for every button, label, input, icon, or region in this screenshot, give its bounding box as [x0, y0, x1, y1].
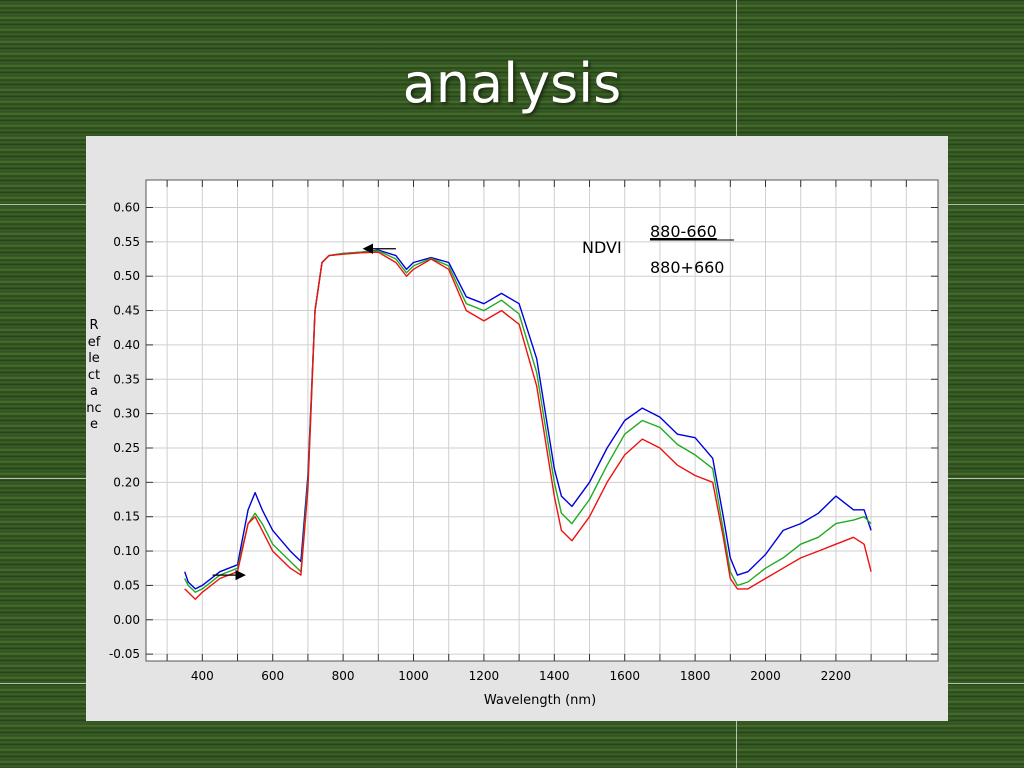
y-tick-label: 0.60 [113, 200, 140, 214]
ndvi-label: NDVI [582, 238, 622, 257]
series-group [184, 249, 872, 600]
slide-title: analysis [402, 52, 622, 115]
x-tick-label: 800 [332, 669, 355, 683]
y-tick-label: 0.00 [113, 613, 140, 627]
x-tick-label: 400 [191, 669, 214, 683]
y-tick-label: 0.20 [113, 475, 140, 489]
x-tick-label: 1600 [609, 669, 640, 683]
series-line-2 [184, 250, 872, 593]
reflectance-chart: 400 600 800 1000 1200 1400 1600 1800 2000 2200 -0.… [109, 179, 939, 708]
plot-area [145, 179, 939, 662]
series-line-1 [184, 249, 872, 590]
y-tick-label: 0.35 [113, 372, 140, 386]
x-tick-label: 1000 [398, 669, 429, 683]
y-tick-label: 0.40 [113, 338, 140, 352]
x-axis-label: Wavelength (nm) [484, 693, 596, 708]
x-tick-label: 1400 [539, 669, 570, 683]
x-tick-label: 2000 [750, 669, 781, 683]
x-tick-label: 1200 [469, 669, 500, 683]
ndvi-numerator: 880-660 [650, 222, 717, 241]
x-tick-label: 2200 [821, 669, 852, 683]
y-tick-label: 0.30 [113, 407, 140, 421]
y-tick-label: 0.15 [113, 510, 140, 524]
y-tick-label: 0.25 [113, 441, 140, 455]
x-tick-label: 1800 [680, 669, 711, 683]
x-tick-label: 600 [261, 669, 284, 683]
y-axis-label: Reflectance [86, 318, 102, 432]
grid [146, 180, 938, 661]
chart-panel: 400 600 800 1000 1200 1400 1600 1800 2000 2200 -0.… [86, 136, 948, 721]
ndvi-denominator: 880+660 [650, 258, 724, 277]
ticks: 400 600 800 1000 1200 1400 1600 1800 2000 2200 -0.… [109, 180, 938, 683]
annotations: NDVI 880-660 880+660 [212, 222, 734, 581]
y-tick-label: 0.05 [113, 578, 140, 592]
y-tick-label: 0.50 [113, 269, 140, 283]
y-tick-label: 0.10 [113, 544, 140, 558]
y-tick-label: 0.45 [113, 304, 140, 318]
series-line-3 [184, 251, 872, 600]
y-tick-label: -0.05 [109, 647, 140, 661]
y-tick-label: 0.55 [113, 235, 140, 249]
